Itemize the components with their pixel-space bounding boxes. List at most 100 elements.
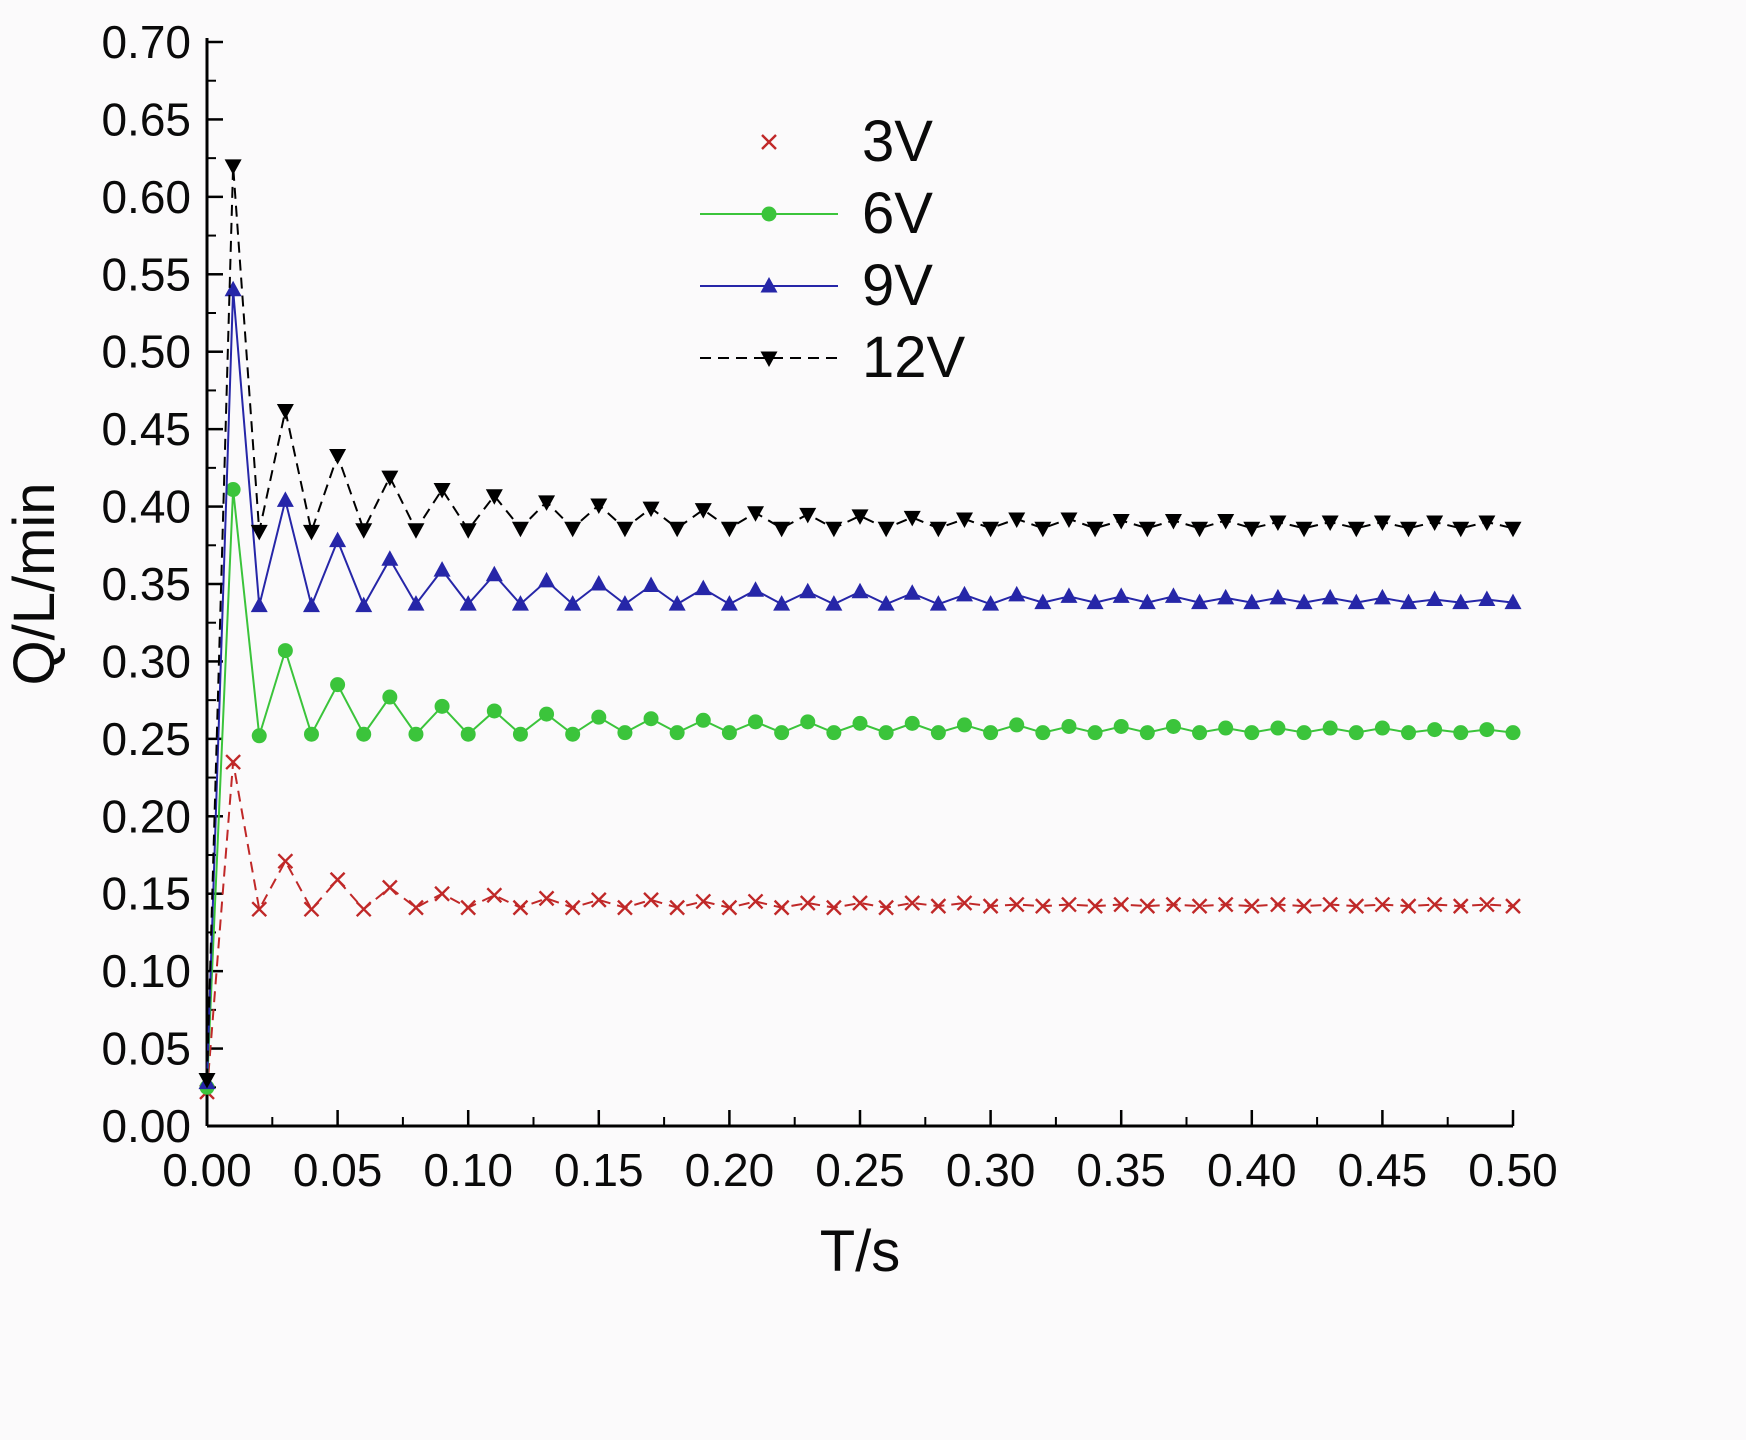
x-marker (1452, 898, 1469, 914)
y-tick-label: 0.30 (101, 635, 191, 687)
circle-marker (748, 714, 764, 730)
circle-marker (1479, 722, 1495, 738)
x-marker (460, 899, 477, 916)
triangle-down-marker (1269, 515, 1287, 532)
circle-marker (1165, 718, 1181, 734)
triangle-down-marker (459, 523, 477, 539)
triangle-down-marker (1138, 521, 1156, 538)
triangle-up-marker (929, 595, 947, 611)
triangle-up-marker (616, 595, 634, 611)
triangle-up-marker (1008, 585, 1026, 602)
triangle-up-marker (1060, 587, 1078, 603)
x-marker (1348, 898, 1365, 914)
triangle-down-marker (773, 521, 791, 538)
x-marker (852, 895, 868, 911)
circle-marker (512, 726, 528, 742)
y-tick-label: 0.00 (101, 1100, 191, 1152)
triangle-up-marker (1400, 593, 1418, 610)
triangle-down-marker (760, 351, 778, 367)
y-tick-label: 0.65 (101, 93, 191, 145)
circle-marker (434, 698, 450, 714)
triangle-down-marker (485, 489, 503, 505)
x-marker (329, 871, 346, 888)
x-tick-label: 0.35 (1076, 1144, 1166, 1196)
legend-label-9V: 9V (862, 253, 933, 318)
triangle-up-marker (1452, 593, 1470, 610)
triangle-up-marker (720, 595, 738, 611)
triangle-up-marker (381, 550, 399, 566)
y-tick-label: 0.10 (101, 945, 191, 997)
triangle-up-marker (760, 277, 778, 293)
triangle-down-marker (1217, 514, 1235, 530)
x-marker (1191, 898, 1208, 914)
circle-marker (1009, 717, 1025, 733)
triangle-up-marker (1138, 593, 1156, 610)
triangle-up-marker (590, 575, 608, 591)
triangle-up-marker (329, 531, 347, 548)
y-tick-label: 0.70 (101, 16, 191, 68)
triangle-down-marker (302, 524, 320, 541)
triangle-up-marker (825, 595, 843, 611)
series-line-6V (206, 489, 1514, 1088)
triangle-up-marker (1478, 590, 1496, 606)
x-marker (590, 892, 607, 908)
x-tick-label: 0.30 (946, 1144, 1036, 1196)
circle-marker (1322, 720, 1338, 736)
x-marker (1217, 896, 1234, 913)
triangle-down-marker (1243, 521, 1261, 538)
x-tick-label: 0.00 (162, 1144, 252, 1196)
x-tick-label: 0.20 (685, 1144, 775, 1196)
y-tick-label: 0.40 (101, 481, 191, 533)
triangle-down-marker (616, 521, 634, 538)
y-tick-label: 0.60 (101, 171, 191, 223)
circle-marker (1218, 720, 1234, 736)
triangle-down-marker (407, 523, 425, 539)
triangle-up-marker (224, 280, 242, 297)
x-tick-label: 0.15 (554, 1144, 644, 1196)
triangle-up-marker (538, 571, 556, 588)
x-marker (1243, 898, 1260, 914)
x-marker (761, 134, 777, 150)
x-marker (277, 853, 294, 870)
triangle-up-marker (1112, 587, 1130, 603)
x-marker (486, 887, 503, 904)
triangle-down-marker (799, 507, 817, 524)
triangle-down-marker (511, 521, 529, 538)
triangle-up-marker (1373, 588, 1391, 605)
triangle-down-marker (538, 495, 556, 511)
triangle-down-marker (1478, 515, 1496, 532)
circle-marker (983, 725, 999, 741)
circle-marker (669, 725, 685, 741)
y-axis-title: Q/L/min (2, 482, 67, 685)
circle-marker (539, 706, 555, 722)
x-marker (1008, 896, 1025, 913)
circle-marker (617, 725, 633, 741)
triangle-down-marker (982, 521, 1000, 538)
circle-marker (643, 711, 659, 727)
triangle-up-marker (773, 595, 791, 611)
triangle-down-marker (355, 523, 373, 539)
x-marker (695, 893, 712, 910)
circle-marker (878, 725, 894, 741)
x-marker (904, 895, 921, 911)
x-marker (773, 899, 790, 916)
triangle-down-marker (590, 498, 608, 515)
circle-marker (356, 726, 372, 742)
x-marker (669, 899, 686, 916)
circle-marker (1270, 720, 1286, 736)
triangle-up-marker (1164, 587, 1182, 603)
triangle-up-marker (1504, 593, 1522, 610)
x-marker (1087, 898, 1103, 914)
circle-marker (1427, 722, 1443, 738)
triangle-up-marker (433, 561, 451, 577)
x-marker (747, 893, 764, 910)
triangle-down-marker (694, 503, 712, 519)
x-marker (408, 899, 424, 916)
triangle-down-marker (433, 483, 451, 499)
triangle-down-marker (1060, 512, 1078, 528)
x-marker (1374, 896, 1391, 913)
x-marker (1061, 896, 1077, 913)
circle-marker (1035, 725, 1051, 741)
